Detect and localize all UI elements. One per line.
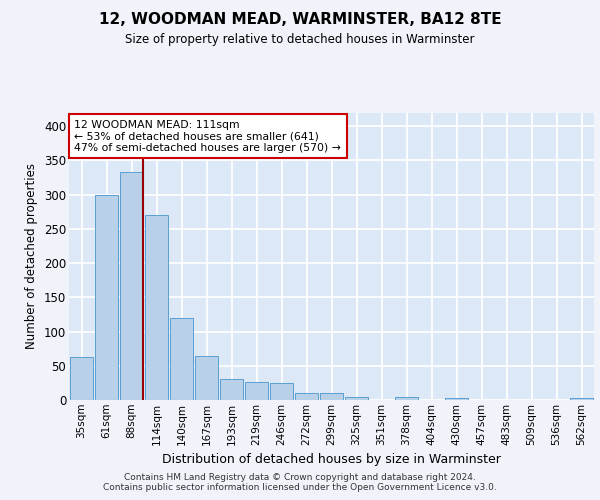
Bar [320, 393, 343, 400]
Text: 12, WOODMAN MEAD, WARMINSTER, BA12 8TE: 12, WOODMAN MEAD, WARMINSTER, BA12 8TE [98, 12, 502, 28]
Bar [95, 194, 118, 400]
Bar [395, 398, 418, 400]
Bar [194, 356, 218, 400]
Bar [569, 398, 593, 400]
Bar [119, 172, 143, 400]
Bar [220, 380, 244, 400]
Bar [344, 396, 368, 400]
Text: 12 WOODMAN MEAD: 111sqm
← 53% of detached houses are smaller (641)
47% of semi-d: 12 WOODMAN MEAD: 111sqm ← 53% of detache… [74, 120, 341, 153]
Text: Size of property relative to detached houses in Warminster: Size of property relative to detached ho… [125, 32, 475, 46]
Y-axis label: Number of detached properties: Number of detached properties [25, 163, 38, 350]
Bar [445, 398, 469, 400]
Bar [70, 357, 94, 400]
Bar [145, 215, 169, 400]
X-axis label: Distribution of detached houses by size in Warminster: Distribution of detached houses by size … [162, 453, 501, 466]
Text: Contains HM Land Registry data © Crown copyright and database right 2024.
Contai: Contains HM Land Registry data © Crown c… [103, 473, 497, 492]
Bar [295, 393, 319, 400]
Bar [170, 318, 193, 400]
Bar [245, 382, 268, 400]
Bar [269, 383, 293, 400]
